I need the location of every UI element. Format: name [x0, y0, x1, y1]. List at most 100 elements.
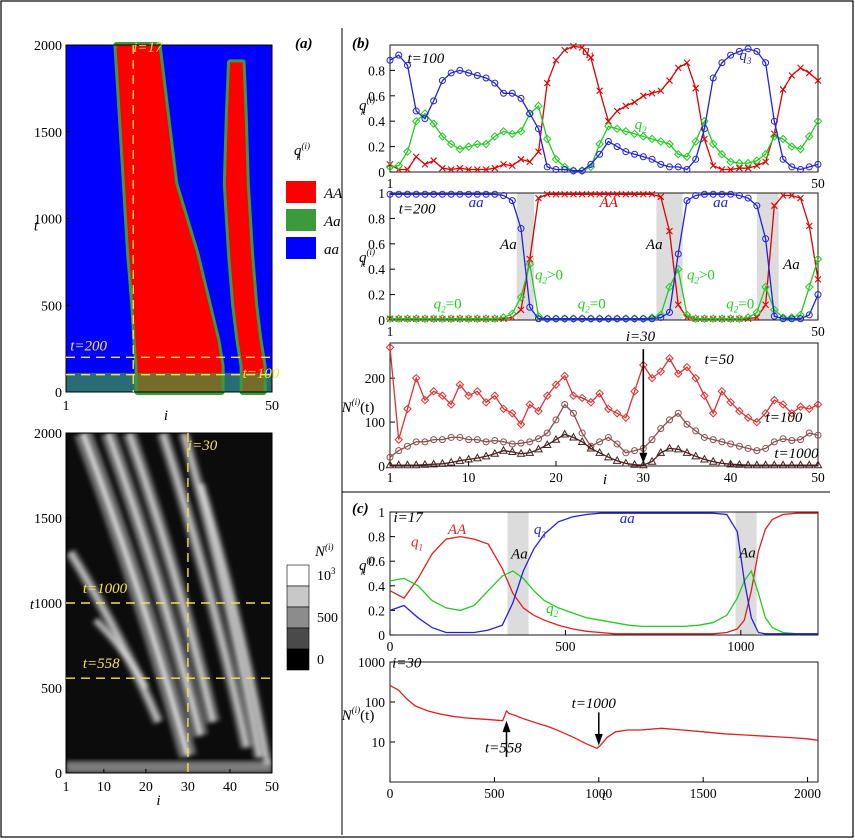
point-0-32 [666, 77, 673, 84]
point-0-9 [464, 391, 473, 401]
chart-label-0-main: t=100 [407, 51, 444, 67]
point-0-42 [753, 162, 761, 170]
x-tick-label-3: 30 [637, 470, 651, 485]
chart-label-6-main: Aa [782, 257, 800, 273]
point-0-45 [779, 86, 787, 93]
point-1-41 [744, 444, 752, 452]
point-0-22 [578, 190, 586, 198]
point-2-15 [517, 94, 525, 102]
point-0-31 [657, 87, 665, 95]
series-line-1 [389, 569, 818, 635]
point-2-21 [569, 315, 577, 323]
point-2-5 [430, 97, 438, 105]
chart-label-1-main: t=100 [766, 410, 803, 426]
point-1-21 [569, 409, 577, 417]
point-1-8 [455, 144, 465, 154]
point-2-47 [797, 315, 805, 323]
point-0-16 [526, 255, 534, 263]
point-0-45 [779, 192, 787, 199]
point-0-35 [692, 84, 700, 92]
streak-blur-group [66, 433, 272, 766]
point-2-37 [708, 456, 718, 465]
chart-label-7-main: q [535, 267, 543, 283]
point-0-35 [691, 373, 701, 383]
point-2-43 [762, 235, 770, 243]
point-0-18 [542, 391, 552, 401]
point-0-10 [473, 387, 482, 396]
series-line-0 [389, 347, 819, 440]
point-0-12 [490, 391, 500, 401]
point-2-42 [752, 460, 762, 469]
y-tick-label-5: 1 [378, 505, 385, 520]
legend-title-sub: k [297, 152, 302, 162]
chart-label-2-main: q [635, 117, 643, 133]
point-0-40 [735, 406, 744, 416]
point-0-44 [770, 395, 779, 405]
legend-label-1: Aa [323, 214, 341, 230]
chart-label-8-tail: >0 [699, 267, 715, 283]
chart-label-4: q3 [534, 522, 547, 540]
point-2-1 [395, 190, 403, 198]
series-line-2 [390, 193, 819, 320]
point-2-20 [561, 315, 569, 323]
point-2-14 [507, 447, 517, 456]
point-1-27 [621, 127, 631, 136]
point-1-40 [735, 158, 744, 168]
point-2-46 [788, 163, 796, 171]
point-2-38 [718, 59, 726, 67]
chart-label-0-main: t=50 [704, 352, 734, 368]
x-tick-label-3: 1500 [690, 786, 717, 801]
y-tick-label-1: 500 [41, 682, 62, 697]
point-1-32 [665, 139, 674, 149]
point-2-36 [700, 125, 708, 133]
point-1-42 [752, 308, 762, 317]
chart-label-1-sub: 1 [419, 542, 424, 552]
point-2-14 [508, 197, 516, 205]
point-0-42 [753, 314, 761, 321]
panel-label-c: (c) [352, 501, 369, 517]
y-axis-label-main: q [359, 250, 367, 266]
series-line-1 [389, 104, 819, 172]
streak-4 [182, 433, 261, 758]
y-axis-label: q(i) k [359, 247, 375, 269]
x-tick-label-1: 10 [462, 470, 476, 485]
point-2-43 [761, 460, 771, 469]
point-1-25 [604, 121, 613, 131]
y-tick-label-2: 0.4 [368, 262, 385, 277]
point-2-35 [691, 451, 701, 460]
chart-label-3: Aa [510, 547, 528, 563]
point-1-35 [691, 314, 701, 324]
point-0-25 [604, 117, 612, 125]
point-0-26 [613, 190, 621, 198]
point-2-16 [525, 448, 535, 456]
point-1-45 [778, 134, 788, 144]
y-axis-label-main: N [341, 708, 353, 724]
point-1-13 [499, 313, 508, 322]
point-1-4 [421, 438, 429, 446]
chart-label-4: Aa [499, 237, 517, 253]
chart-label-1: aa [469, 195, 484, 211]
chart-label-0-main: t=200 [399, 201, 436, 217]
point-2-14 [508, 89, 516, 97]
point-1-38 [718, 438, 726, 446]
colorbar-label-2: 500 [317, 611, 338, 626]
colorbar-swatch-3 [286, 627, 310, 650]
point-0-37 [709, 162, 717, 170]
point-1-47 [797, 436, 805, 444]
point-1-29 [638, 132, 648, 141]
colorbar-title-main: N [314, 544, 326, 560]
shaded-region-0 [507, 512, 529, 635]
point-2-1 [395, 51, 403, 59]
point-2-45 [779, 155, 787, 163]
x-tick-label-0: 0 [387, 639, 394, 654]
point-0-15 [517, 155, 525, 163]
chart-label-2-sub: 2 [642, 125, 647, 135]
annotation-2: t=558 [83, 656, 120, 672]
chart-label-0-main: i=17 [394, 510, 425, 526]
point-1-3 [411, 116, 421, 126]
point-1-31 [656, 310, 666, 320]
point-0-1 [394, 435, 404, 444]
point-0-6 [438, 391, 447, 401]
point-1-5 [429, 314, 438, 324]
